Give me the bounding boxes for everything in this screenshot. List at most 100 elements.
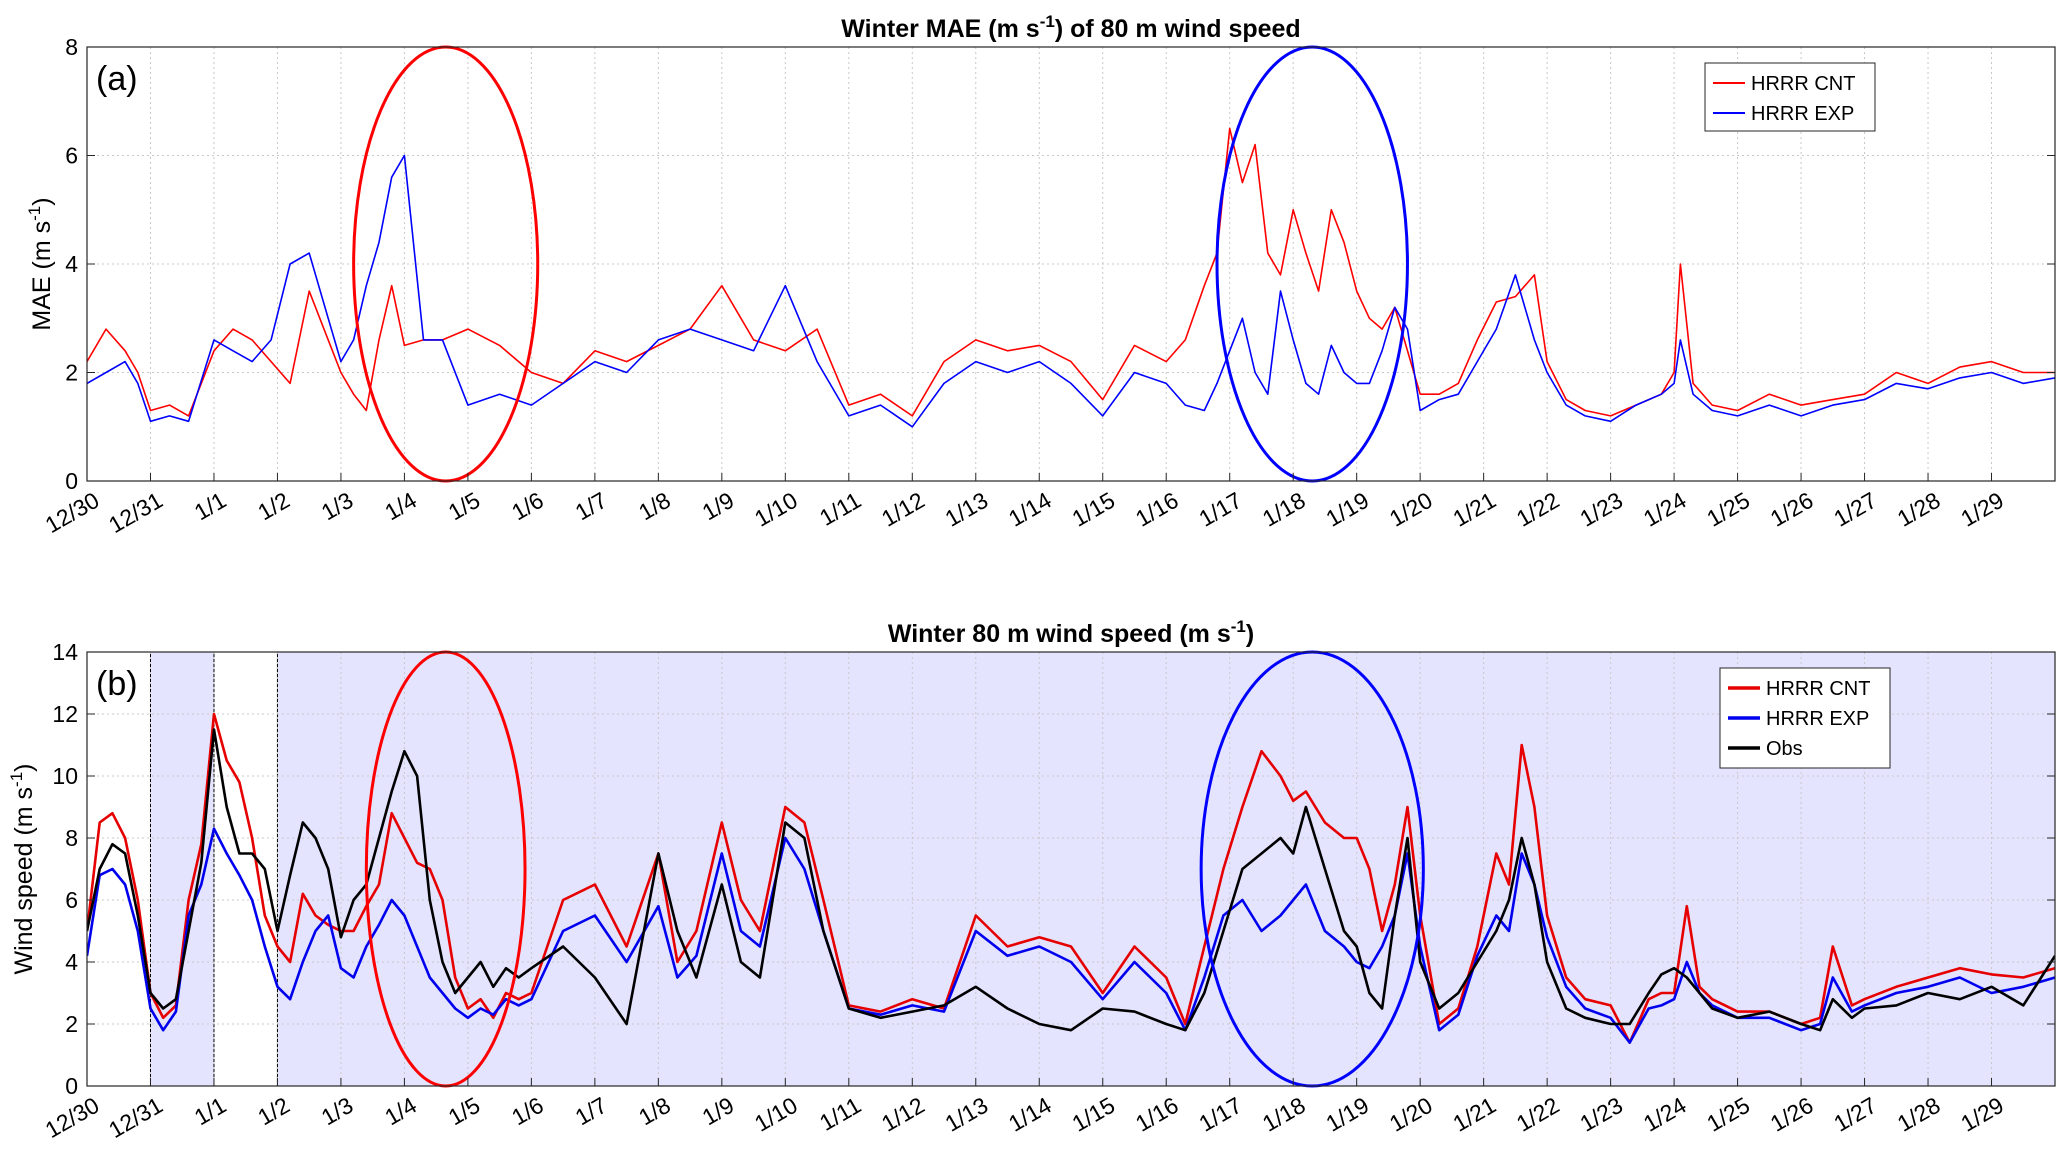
x-tick-label: 1/29 <box>1956 1092 2008 1137</box>
x-tick-label: 1/7 <box>571 1092 612 1131</box>
y-tick-label: 0 <box>65 468 78 494</box>
x-tick-label: 1/9 <box>698 487 739 526</box>
legend-box <box>1719 667 1891 769</box>
x-tick-label: 1/19 <box>1321 1092 1373 1137</box>
x-tick-label: 1/20 <box>1385 487 1437 532</box>
y-axis-label: Wind speed (m s-1) <box>7 763 38 974</box>
x-tick-label: 1/8 <box>634 1092 675 1131</box>
chart-title-superscript: -1 <box>1040 12 1055 31</box>
x-tick-label: 1/7 <box>571 487 612 526</box>
x-tick-label: 12/31 <box>104 1092 167 1143</box>
y-tick-label: 6 <box>65 887 78 913</box>
x-tick-label: 1/2 <box>253 487 294 526</box>
x-tick-label: 1/1 <box>190 1092 231 1131</box>
x-tick-label: 12/31 <box>104 487 167 538</box>
x-tick-label: 1/11 <box>815 1092 865 1136</box>
x-tick-label: 1/29 <box>1956 487 2008 532</box>
chart-title-main: Winter 80 m wind speed (m s <box>888 620 1231 648</box>
x-tick-label: 1/12 <box>877 1092 929 1137</box>
x-tick-label: 1/10 <box>750 487 802 532</box>
x-tick-label: 1/5 <box>444 1092 485 1131</box>
series-group <box>87 127 2055 428</box>
panel-a-mae-chart: 0 2 4 6 8 12/30 12/31 1/1 1/2 1/3 1/4 1/5 1/6 1/7 1/8 1… <box>25 12 2056 538</box>
x-tick-label: 1/14 <box>1004 487 1056 532</box>
x-tick-label: 1/14 <box>1004 1092 1056 1137</box>
x-tick-label: 1/16 <box>1131 1092 1183 1137</box>
grid <box>87 652 2055 1086</box>
y-axis-label-main: MAE (m s <box>28 221 56 331</box>
x-tick-label: 1/24 <box>1639 487 1691 532</box>
x-tick-label: 1/24 <box>1639 1092 1691 1137</box>
x-tick-label: 1/13 <box>941 1092 993 1137</box>
y-tick-label: 4 <box>65 949 78 975</box>
x-tick-label: 1/27 <box>1829 487 1881 532</box>
x-tick-label: 1/4 <box>380 487 421 526</box>
x-tick-label: 1/15 <box>1067 487 1119 532</box>
chart-title: Winter 80 m wind speed (m s-1) <box>888 617 1254 648</box>
x-tick-label: 1/17 <box>1194 487 1246 532</box>
chart-title-main: Winter MAE (m s <box>841 15 1039 43</box>
x-tick-label: 1/11 <box>815 487 865 531</box>
x-tick-label: 1/2 <box>253 1092 294 1131</box>
x-tick-label: 1/4 <box>380 1092 421 1131</box>
highlight-ellipse-1 <box>352 45 540 483</box>
chart-title-end: ) <box>1246 620 1254 648</box>
legend-label: HRRR CNT <box>1751 73 1855 95</box>
y-axis-label: MAE (m s-1) <box>25 197 56 330</box>
y-axis-label-end: ) <box>10 763 38 771</box>
x-tick-label: 1/26 <box>1766 487 1818 532</box>
x-tick-label: 1/15 <box>1067 1092 1119 1137</box>
x-tick-label: 1/12 <box>877 487 929 532</box>
x-tick-label: 1/10 <box>750 1092 802 1137</box>
x-tick-label: 1/21 <box>1448 487 1500 532</box>
x-tick-label: 1/17 <box>1194 1092 1246 1137</box>
x-tick-label: 1/13 <box>941 487 993 532</box>
legend-label: HRRR EXP <box>1766 708 1869 730</box>
x-tick-label: 1/27 <box>1829 1092 1881 1137</box>
x-tick-label: 12/30 <box>41 487 104 538</box>
unshaded-band <box>213 652 278 1086</box>
x-tick-label: 1/22 <box>1512 1092 1564 1137</box>
x-tick-label: 1/26 <box>1766 1092 1818 1137</box>
series-group <box>87 712 2055 1044</box>
x-tick-label: 1/6 <box>507 1092 548 1131</box>
x-tick-label: 1/6 <box>507 487 548 526</box>
panel-b-wind-speed-chart: 0 2 4 6 8 10 12 14 12/30 12/31 1/1 1/2 1/3 1/4 1/5 1/6 1… <box>7 617 2056 1143</box>
y-tick-label: 4 <box>65 251 78 277</box>
unshaded-band <box>87 652 151 1086</box>
x-tick-label: 1/3 <box>317 1092 358 1131</box>
x-tick-label: 1/21 <box>1448 1092 1500 1137</box>
x-tick-label: 1/1 <box>190 487 231 526</box>
x-tick-label: 1/23 <box>1575 1092 1627 1137</box>
x-tick-label: 1/3 <box>317 487 358 526</box>
legend-label: HRRR EXP <box>1751 103 1854 125</box>
y-tick-label: 2 <box>65 360 78 386</box>
series-line-hrrr-cnt <box>87 712 2055 1044</box>
x-tick-label: 1/28 <box>1893 487 1945 532</box>
y-axis-label-superscript: -1 <box>7 772 26 787</box>
x-tick-label: 1/16 <box>1131 487 1183 532</box>
series-line-hrrr-exp <box>87 827 2055 1044</box>
x-tick-label: 1/22 <box>1512 487 1564 532</box>
chart-title-superscript: -1 <box>1231 617 1246 636</box>
axes-frame <box>86 651 2056 1087</box>
panel-label: (b) <box>96 665 138 703</box>
y-tick-label: 10 <box>52 763 78 789</box>
x-tick-label: 1/25 <box>1702 1092 1754 1137</box>
y-axis-label-superscript: -1 <box>25 206 44 221</box>
x-tick-label: 1/25 <box>1702 487 1754 532</box>
x-tick-label: 1/18 <box>1258 487 1310 532</box>
chart-title: Winter MAE (m s-1) of 80 m wind speed <box>841 12 1300 43</box>
x-tick-label: 1/8 <box>634 487 675 526</box>
y-tick-label: 14 <box>52 639 78 665</box>
series-line-obs <box>87 728 2055 1032</box>
legend-label: HRRR CNT <box>1766 678 1870 700</box>
x-tick-label: 1/23 <box>1575 487 1627 532</box>
y-tick-label: 6 <box>65 143 78 169</box>
x-tick-label: 12/30 <box>41 1092 104 1143</box>
legend: HRRR CNT HRRR EXP <box>1704 62 1876 132</box>
y-tick-label: 8 <box>65 34 78 60</box>
x-tick-label: 1/9 <box>698 1092 739 1131</box>
x-tick-label: 1/18 <box>1258 1092 1310 1137</box>
x-tick-label: 1/19 <box>1321 487 1373 532</box>
